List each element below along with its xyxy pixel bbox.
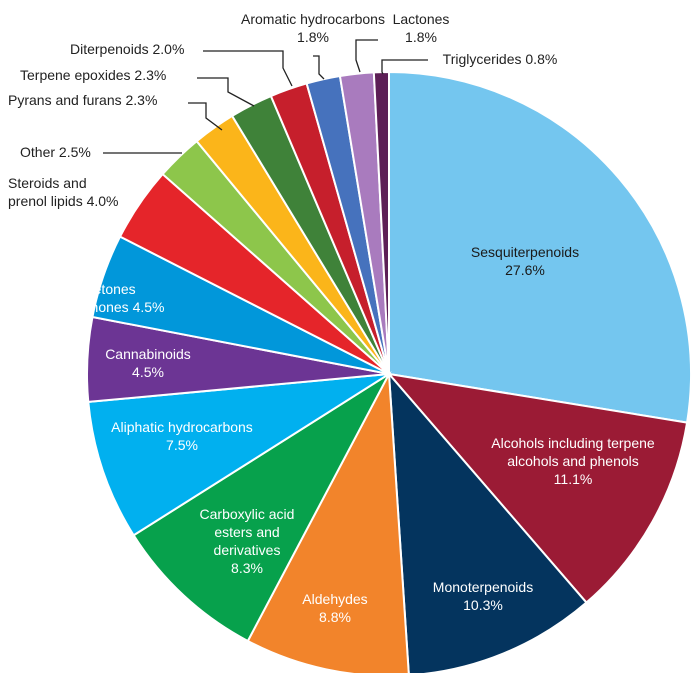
label-other: Other 2.5%: [20, 144, 91, 160]
slice-sesquiterpenoids: [388, 70, 691, 424]
label-line: Cannabinoids: [105, 346, 191, 362]
label-aliphatic-hydrocarbons: Aliphatic hydrocarbons 7.5%: [111, 419, 253, 453]
label-line: Aldehydes: [302, 591, 367, 607]
label-line: Other 2.5%: [20, 144, 91, 160]
leader-diterpenoids: [203, 50, 293, 87]
label-line: Steroids and: [8, 175, 87, 191]
label-line: 11.1%: [554, 471, 593, 487]
label-line: Aliphatic hydrocarbons: [111, 419, 253, 435]
leader-lines: [103, 39, 428, 154]
label-line: derivatives: [214, 542, 281, 558]
label-aromatic-hydrocarbons: Aromatic hydrocarbons 1.8%: [241, 11, 385, 45]
slice-carboxylic-acid-esters-and-derivatives: [132, 371, 392, 643]
label-triglycerides: Triglycerides 0.8%: [443, 51, 558, 67]
label-line: Lactones: [393, 11, 450, 27]
slice-monoterpenoids: [387, 371, 588, 673]
label-alcohols-including-terpene-alcohols-and-phenols: Alcohols including terpene alcohols and p…: [491, 435, 655, 487]
leader-terpene-epoxides: [197, 77, 255, 107]
label-line: Terpene epoxides 2.3%: [20, 67, 166, 83]
leader-aromatic-hydrocarbons: [313, 55, 325, 80]
label-line: Pyrans and furans 2.3%: [8, 92, 157, 108]
label-line: 1.8%: [405, 29, 437, 45]
label-line: prenol lipids 4.0%: [8, 193, 119, 209]
label-line: 27.6%: [505, 262, 545, 278]
label-line: Triglycerides 0.8%: [443, 51, 558, 67]
label-sesquiterpenoids: Sesquiterpenoids 27.6%: [471, 244, 579, 278]
slice-alcohols-including-terpene-alcohols-and-phenols: [386, 372, 689, 604]
leader-triglycerides: [381, 59, 428, 75]
label-monoterpenoids: Monoterpenoids 10.3%: [433, 579, 533, 613]
label-line: 4.5%: [132, 364, 164, 380]
label-line: 8.3%: [231, 560, 263, 576]
label-lactones: Lactones 1.8%: [393, 11, 450, 45]
label-line: and enones 4.5%: [56, 299, 165, 315]
slice-aldehydes: [246, 370, 410, 673]
slice-aliphatic-hydrocarbons: [87, 373, 390, 537]
label-line: 10.3%: [463, 597, 503, 613]
label-line: Sesquiterpenoids: [471, 244, 579, 260]
label-line: Ketones: [84, 281, 135, 297]
label-line: 1.8%: [297, 29, 329, 45]
leader-lactones: [355, 39, 378, 73]
pie-slices: [85, 70, 691, 673]
label-diterpenoids: Diterpenoids 2.0%: [70, 41, 184, 57]
slice-labels: Sesquiterpenoids 27.6% Alcohols including …: [8, 11, 655, 625]
label-aldehydes: Aldehydes 8.8%: [302, 591, 367, 625]
leader-pyrans-and-furans: [188, 102, 223, 131]
label-line: Alcohols including terpene: [491, 435, 655, 451]
label-steroids-and-prenol-lipids: Steroids and prenol lipids 4.0%: [8, 175, 119, 209]
label-carboxylic-acid-esters-and-derivatives: Carboxylic acid esters and derivatives 8.3%: [200, 506, 295, 576]
label-line: Diterpenoids 2.0%: [70, 41, 184, 57]
label-line: alcohols and phenols: [507, 453, 639, 469]
label-line: esters and: [214, 524, 279, 540]
label-pyrans-and-furans: Pyrans and furans 2.3%: [8, 92, 157, 108]
label-ketones-and-enones: Ketones and enones 4.5%: [56, 281, 165, 315]
label-line: 8.8%: [319, 609, 351, 625]
label-line: Carboxylic acid: [200, 506, 295, 522]
label-terpene-epoxides: Terpene epoxides 2.3%: [20, 67, 166, 83]
label-line: 7.5%: [166, 437, 198, 453]
label-line: Aromatic hydrocarbons: [241, 11, 385, 27]
label-line: Monoterpenoids: [433, 579, 533, 595]
label-cannabinoids: Cannabinoids 4.5%: [105, 346, 191, 380]
